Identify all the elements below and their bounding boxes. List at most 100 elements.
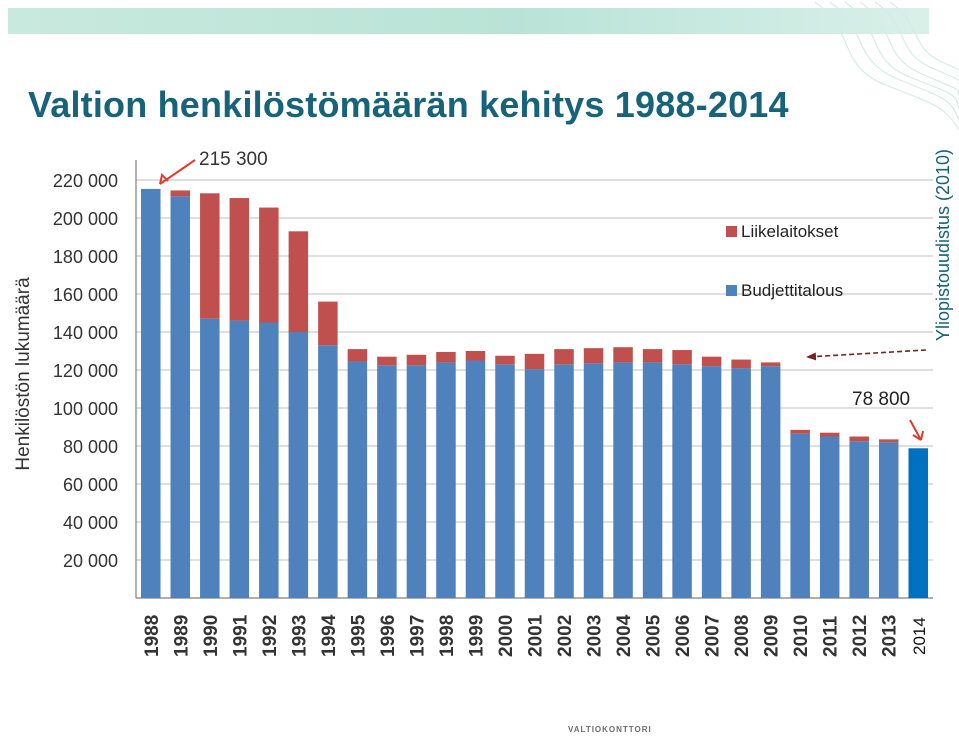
y-tick-labels: 20 000 40 000 60 000 80 000 100 000 120 000 14…: [53, 171, 118, 571]
x-tick-label: 1999: [466, 615, 487, 657]
x-tick-label: 2009: [762, 615, 783, 657]
bar-liikelaitokset-1996: [377, 356, 397, 366]
annotation-arrow-1988: [159, 159, 196, 185]
x-tick-label: 2000: [496, 615, 517, 657]
bar-budjettitalous-2012: [849, 441, 869, 598]
x-tick-label: 2012: [850, 615, 871, 657]
x-tick-label: 1989: [171, 615, 192, 657]
y-tick-label: 60 000: [63, 475, 118, 495]
bar-budjettitalous-2006: [672, 364, 692, 598]
bar-liikelaitokset-1994: [318, 301, 338, 346]
bar-liikelaitokset-2009: [760, 362, 781, 367]
x-tick-label: 1991: [230, 614, 251, 657]
bar-budjettitalous-1991: [229, 320, 250, 598]
bar-budjettitalous-1996: [377, 365, 397, 598]
bar-liikelaitokset-1992: [259, 207, 279, 323]
bar-budjettitalous-1992: [259, 322, 279, 598]
bar-liikelaitokset-2005: [642, 349, 663, 363]
slide-title: Valtion henkilöstömäärän kehitys 1988-20…: [28, 84, 789, 125]
bar-budjettitalous-2008: [731, 368, 751, 598]
x-tick-label: 2008: [732, 615, 753, 657]
bar-budjettitalous-1995: [347, 361, 368, 598]
footer-logo-valtiokonttori: VALTIOKONTTORI: [568, 725, 652, 734]
bar-liikelaitokset-1989: [170, 190, 191, 197]
y-axis-label: Henkilöstön lukumäärä: [13, 277, 34, 471]
y-tick-label: 120 000: [53, 361, 118, 381]
x-tick-label: 2003: [585, 615, 606, 657]
legend-swatch-budjettitalous: [726, 285, 737, 296]
x-tick-label: 1988: [142, 615, 163, 657]
bar-liikelaitokset-1999: [465, 351, 486, 361]
x-tick-label: 2010: [791, 615, 812, 657]
bar-liikelaitokset-1995: [347, 349, 368, 362]
y-tick-label: 160 000: [53, 285, 118, 305]
annotation-yliopistouudistus: Yliopistouudistus (2010): [933, 149, 953, 341]
annotation-2014-value: 78 800: [852, 389, 910, 410]
bar-liikelaitokset-2000: [495, 355, 515, 365]
bar-budjettitalous-2009: [760, 366, 781, 598]
x-tick-label: 1993: [289, 615, 310, 657]
bar-budjettitalous-1988: [141, 188, 161, 598]
x-tick-label: 2011: [821, 615, 842, 657]
bar-budjettitalous-2002: [554, 364, 574, 598]
bar-budjettitalous-2005: [642, 362, 663, 598]
bar-liikelaitokset-1991: [229, 198, 250, 321]
x-tick-label: 1997: [407, 615, 428, 657]
bar-budjettitalous-2007: [701, 366, 722, 598]
legend-swatch-liikelaitokset: [726, 226, 737, 237]
legend-label-budjettitalous: Budjettitalous: [741, 281, 843, 300]
legend-label-liikelaitokset: Liikelaitokset: [741, 222, 839, 241]
x-tick-label: 2004: [614, 614, 635, 657]
bar-budjettitalous-2011: [819, 436, 840, 598]
y-tick-label: 200 000: [53, 209, 118, 229]
bar-liikelaitokset-2013: [878, 439, 899, 443]
x-tick-label: 1995: [348, 614, 369, 657]
annotation-arrow-2014: [909, 419, 924, 441]
x-tick-label: 1992: [260, 615, 281, 657]
bar-liikelaitokset-1997: [406, 354, 427, 366]
y-tick-label: 140 000: [53, 323, 118, 343]
y-tick-label: 80 000: [63, 437, 118, 457]
bar-liikelaitokset-2011: [819, 432, 840, 437]
bar-liikelaitokset-1990: [200, 193, 220, 319]
bar-budjettitalous-1999: [465, 360, 486, 598]
x-tick-label: 1994: [319, 614, 340, 657]
bar-budjettitalous-2013: [878, 442, 899, 598]
x-tick-label: 1996: [378, 615, 399, 657]
bar-budjettitalous-2004: [613, 362, 633, 598]
y-tick-label: 100 000: [53, 399, 118, 419]
bar-liikelaitokset-1998: [436, 351, 456, 363]
bar-budjettitalous-1997: [406, 365, 427, 598]
x-tick-label: 2014: [910, 617, 929, 655]
bar-liikelaitokset-2007: [701, 356, 722, 367]
bar-liikelaitokset-2012: [849, 436, 869, 442]
bar-budjettitalous-2014: [908, 448, 928, 598]
bar-budjettitalous-1993: [288, 332, 309, 598]
bar-liikelaitokset-2002: [554, 349, 574, 365]
legend: Liikelaitokset Budjettitalous: [726, 222, 843, 300]
bar-budjettitalous-1994: [318, 345, 338, 598]
bar-liikelaitokset-2010: [790, 429, 810, 434]
x-tick-label: 1998: [437, 615, 458, 657]
bar-liikelaitokset-1993: [288, 231, 309, 332]
bar-liikelaitokset-2004: [613, 347, 633, 363]
bar-liikelaitokset-2003: [583, 348, 604, 364]
x-tick-label: 2005: [644, 614, 665, 657]
bar-budjettitalous-2003: [583, 363, 604, 598]
bar-liikelaitokset-2001: [524, 353, 545, 370]
bar-budjettitalous-2000: [495, 364, 515, 598]
x-tick-label: 2002: [555, 615, 576, 657]
bar-liikelaitokset-2008: [731, 359, 751, 369]
x-tick-label: 2007: [703, 615, 724, 657]
bar-budjettitalous-2010: [790, 433, 810, 598]
y-tick-label: 40 000: [63, 513, 118, 533]
x-tick-labels: 1988 1989 1990 1991 1992 1993 1994 1995 1996 1997…: [142, 614, 929, 657]
annotation-1988-value: 215 300: [199, 149, 268, 170]
bar-budjettitalous-1989: [170, 196, 191, 598]
y-tick-label: 220 000: [53, 171, 118, 191]
bar-budjettitalous-1990: [200, 318, 220, 598]
bar-budjettitalous-1998: [436, 362, 456, 598]
x-tick-label: 2006: [673, 615, 694, 657]
x-tick-label: 2001: [526, 614, 547, 657]
